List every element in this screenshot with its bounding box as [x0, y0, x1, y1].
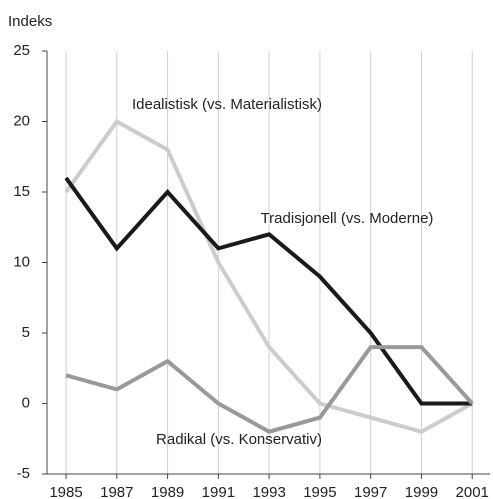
x-tick-label: 1985 [49, 484, 82, 499]
y-tick-label: 5 [22, 324, 30, 341]
series-label: Tradisjonell (vs. Moderne) [261, 210, 434, 227]
series-label: Radikal (vs. Konservativ) [156, 431, 322, 448]
x-tick-label: 1991 [202, 484, 235, 499]
x-tick-label: 1997 [354, 484, 387, 499]
line-series [64, 118, 474, 434]
y-tick-label: 20 [13, 112, 30, 129]
y-tick-label: 0 [22, 394, 30, 411]
series-label: Idealistisk (vs. Materialistisk) [132, 96, 322, 113]
x-tick-label: 1999 [405, 484, 438, 499]
y-tick-label: 10 [13, 253, 30, 270]
y-axis-label: Indeks [8, 13, 52, 30]
line-series [65, 345, 474, 434]
y-tick-label: -5 [17, 465, 30, 482]
line-series [64, 176, 473, 406]
y-tick-label: 25 [13, 42, 30, 59]
x-tick-label: 1995 [303, 484, 336, 499]
y-tick-label: 15 [13, 183, 30, 200]
x-tick-label: 1989 [151, 484, 184, 499]
x-tick-label: 1993 [252, 484, 285, 499]
x-tick-label: 2001 [456, 484, 489, 499]
x-tick-label: 1987 [100, 484, 133, 499]
